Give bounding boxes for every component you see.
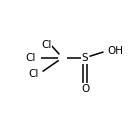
Text: Cl: Cl [26, 53, 36, 63]
Text: Cl: Cl [41, 40, 51, 50]
Text: OH: OH [108, 46, 124, 55]
Text: Cl: Cl [28, 69, 39, 79]
Text: O: O [81, 84, 89, 94]
Text: S: S [82, 53, 88, 63]
